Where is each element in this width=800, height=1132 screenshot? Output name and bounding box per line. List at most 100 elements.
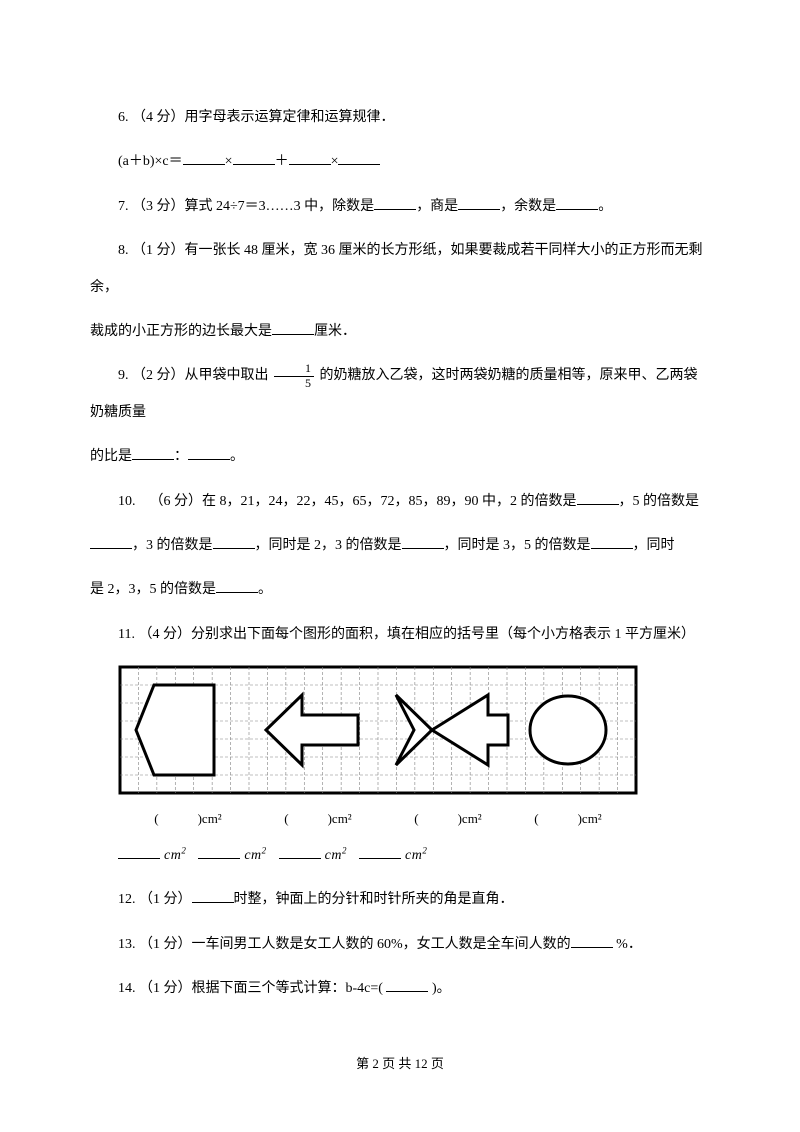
unit: cm: [325, 848, 342, 863]
footer-text: 第 2 页 共 12 页: [356, 1056, 444, 1071]
question-6: 6. （4 分）用字母表示运算定律和运算规律．: [90, 100, 710, 136]
svg-text:( )cm²: ( )cm²: [534, 811, 602, 826]
blank: [458, 194, 500, 210]
q14-points: （1 分）: [139, 981, 192, 996]
q13-t1: 一车间男工人数是女工人数的 60%，女工人数是全车间人数的: [192, 937, 571, 952]
q10-t6: ，同时: [633, 538, 675, 553]
question-6-line2: (a＋b)×c＝ × ＋ ×: [90, 144, 710, 180]
q13-t2: %．: [613, 937, 642, 952]
page-footer: 第 2 页 共 12 页: [0, 1053, 800, 1072]
blank: [132, 444, 174, 460]
blank: [213, 533, 255, 549]
q11-number: 11.: [118, 627, 135, 642]
blank: [571, 932, 613, 948]
question-10-line2: ，3 的倍数是 ，同时是 2，3 的倍数是 ，同时是 3，5 的倍数是 ，同时: [90, 528, 710, 564]
q10-t4: ，同时是 2，3 的倍数是: [255, 538, 402, 553]
q14-t1: 根据下面三个等式计算：b-4c=(: [192, 981, 387, 996]
question-9: 9. （2 分）从甲袋中取出 15 的奶糖放入乙袋，这时两袋奶糖的质量相等，原来…: [90, 358, 710, 431]
q9-colon: ：: [174, 449, 188, 464]
question-10-line3: 是 2，3，5 的倍数是 。: [90, 572, 710, 608]
q13-points: （1 分）: [139, 937, 192, 952]
blank: [198, 843, 240, 859]
fraction: 15: [274, 362, 314, 389]
blank: [279, 843, 321, 859]
blank: [374, 194, 416, 210]
fraction-num: 1: [274, 362, 314, 376]
blank: [359, 843, 401, 859]
svg-text:( )cm²: ( )cm²: [284, 811, 352, 826]
q7-t4: 。: [598, 199, 612, 214]
question-10: 10. （6 分）在 8，21，24，22，45，65，72，85，89，90 …: [90, 484, 710, 520]
question-8: 8. （1 分）有一张长 48 厘米，宽 36 厘米的长方形纸，如果要裁成若干同…: [90, 233, 710, 306]
q10-t7: 是 2，3，5 的倍数是: [90, 582, 216, 597]
blank: [90, 533, 132, 549]
question-14: 14. （1 分）根据下面三个等式计算：b-4c=( )。: [90, 971, 710, 1007]
q6-op3: ×: [331, 154, 339, 169]
unit-sup: 2: [262, 845, 267, 855]
question-12: 12. （1 分） 时整，钟面上的分针和时针所夹的角是直角．: [90, 882, 710, 918]
q10-t8: 。: [258, 582, 272, 597]
blank: [386, 976, 428, 992]
unit: cm: [164, 848, 181, 863]
q12-points: （1 分）: [139, 892, 192, 907]
q9-t4: 。: [230, 449, 244, 464]
q9-t3: 的比是: [90, 449, 132, 464]
blank: [192, 887, 234, 903]
q9-points: （2 分）: [132, 368, 185, 383]
question-9-line2: 的比是 ： 。: [90, 439, 710, 475]
q7-number: 7.: [118, 199, 129, 214]
blank: [183, 149, 225, 165]
blank: [556, 194, 598, 210]
unit-sup: 2: [422, 845, 427, 855]
blank: [216, 577, 258, 593]
question-8-line2: 裁成的小正方形的边长最大是 厘米．: [90, 314, 710, 350]
q6-op1: ×: [225, 154, 233, 169]
q10-t3: ，3 的倍数是: [132, 538, 213, 553]
q7-t3: ，余数是: [500, 199, 556, 214]
q7-t1: 算式 24÷7＝3……3 中，除数是: [185, 199, 375, 214]
blank: [338, 149, 380, 165]
shapes-figure: ( )cm² ( )cm² ( )cm² ( )cm²: [118, 665, 638, 830]
question-7: 7. （3 分）算式 24÷7＝3……3 中，除数是 ，商是 ，余数是 。: [90, 189, 710, 225]
blank: [591, 533, 633, 549]
q8-t3: 厘米．: [314, 324, 356, 339]
fraction-den: 5: [274, 377, 314, 390]
q6-text: 用字母表示运算定律和运算规律．: [185, 110, 395, 125]
blank: [118, 843, 160, 859]
q6-prefix: (a＋b)×c＝: [118, 154, 183, 169]
q7-points: （3 分）: [132, 199, 185, 214]
question-11: 11. （4 分）分别求出下面每个图形的面积，填在相应的括号里（每个小方格表示 …: [90, 617, 710, 653]
q10-t2: ，5 的倍数是: [619, 494, 700, 509]
unit-sup: 2: [342, 845, 347, 855]
q14-number: 14.: [118, 981, 136, 996]
q8-number: 8.: [118, 243, 129, 258]
q10-points: （6 分）: [150, 494, 203, 509]
q6-points: （4 分）: [132, 110, 185, 125]
q10-t5: ，同时是 3，5 的倍数是: [444, 538, 591, 553]
unit: cm: [405, 848, 422, 863]
question-13: 13. （1 分）一车间男工人数是女工人数的 60%，女工人数是全车间人数的 %…: [90, 927, 710, 963]
q10-number: 10.: [118, 494, 136, 509]
q10-t1: 在 8，21，24，22，45，65，72，85，89，90 中，2 的倍数是: [202, 494, 577, 509]
q8-t2: 裁成的小正方形的边长最大是: [90, 324, 272, 339]
q11-points: （4 分）: [138, 627, 191, 642]
q6-number: 6.: [118, 110, 129, 125]
q12-t2: 时整，钟面上的分针和时针所夹的角是直角．: [234, 892, 514, 907]
q13-number: 13.: [118, 937, 136, 952]
blank: [233, 149, 275, 165]
q7-t2: ，商是: [416, 199, 458, 214]
q14-t2: )。: [428, 981, 450, 996]
q8-points: （1 分）: [132, 243, 185, 258]
blank: [188, 444, 230, 460]
unit: cm: [244, 848, 261, 863]
blank: [289, 149, 331, 165]
q11-unit-row: cm2 cm2 cm2 cm2: [90, 838, 710, 874]
blank: [402, 533, 444, 549]
blank: [272, 319, 314, 335]
svg-text:( )cm²: ( )cm²: [414, 811, 482, 826]
svg-text:( )cm²: ( )cm²: [154, 811, 222, 826]
q9-t1: 从甲袋中取出: [185, 368, 273, 383]
q6-op2: ＋: [275, 154, 289, 169]
blank: [577, 489, 619, 505]
q12-number: 12.: [118, 892, 136, 907]
